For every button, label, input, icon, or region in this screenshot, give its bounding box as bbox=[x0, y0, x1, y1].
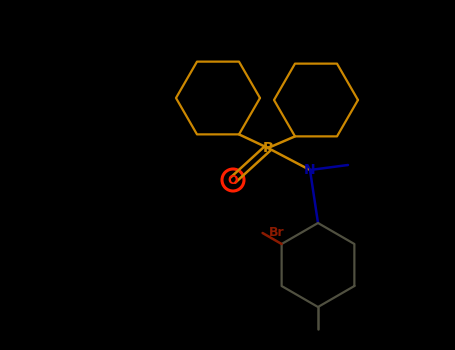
Text: P: P bbox=[263, 141, 273, 155]
Text: O: O bbox=[228, 174, 238, 187]
Text: Br: Br bbox=[268, 226, 284, 239]
Text: N: N bbox=[304, 163, 316, 177]
